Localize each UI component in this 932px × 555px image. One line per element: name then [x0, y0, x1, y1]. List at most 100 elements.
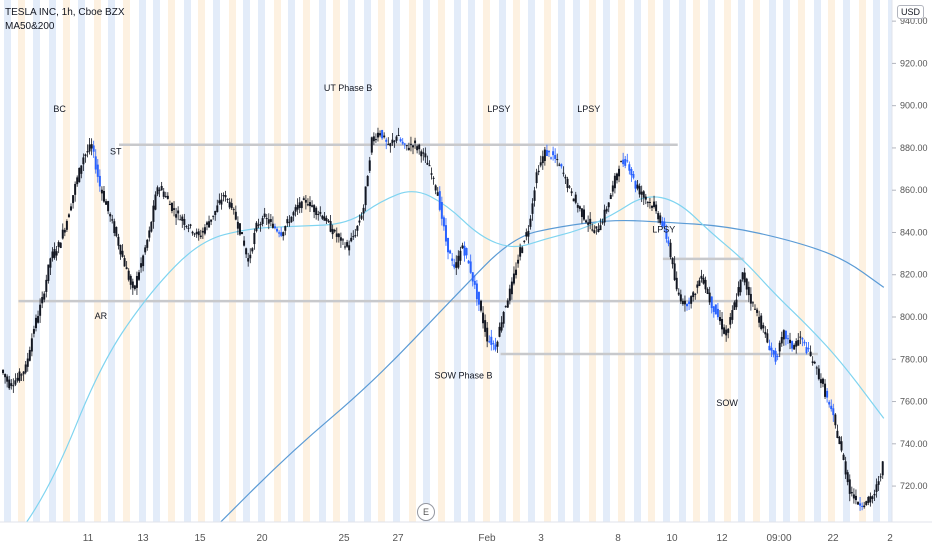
candle[interactable]: [535, 168, 538, 189]
candle[interactable]: [43, 291, 46, 303]
candle[interactable]: [486, 322, 489, 348]
candle[interactable]: [644, 193, 647, 205]
candle[interactable]: [801, 337, 804, 347]
candle[interactable]: [432, 176, 435, 185]
indicator-title[interactable]: MA50&200: [5, 21, 55, 32]
candle[interactable]: [447, 237, 450, 260]
candle[interactable]: [766, 329, 769, 344]
candle[interactable]: [609, 193, 612, 200]
candle[interactable]: [873, 489, 876, 502]
candle[interactable]: [265, 213, 268, 226]
candle[interactable]: [541, 150, 544, 170]
candle[interactable]: [824, 379, 827, 399]
candle[interactable]: [830, 399, 833, 412]
candle[interactable]: [119, 244, 122, 260]
candle[interactable]: [774, 347, 777, 365]
candle[interactable]: [399, 137, 402, 143]
candle[interactable]: [24, 360, 27, 375]
candle[interactable]: [519, 243, 522, 261]
candle[interactable]: [444, 218, 447, 246]
candle[interactable]: [430, 167, 433, 180]
candle[interactable]: [861, 502, 864, 511]
candle[interactable]: [451, 252, 454, 266]
candle[interactable]: [177, 206, 180, 221]
candle[interactable]: [809, 345, 812, 357]
candle[interactable]: [552, 146, 555, 161]
candle[interactable]: [236, 216, 239, 236]
candle[interactable]: [364, 186, 367, 212]
candle[interactable]: [88, 137, 91, 155]
candle[interactable]: [32, 325, 35, 338]
candle[interactable]: [290, 216, 293, 223]
candle[interactable]: [811, 356, 814, 366]
candle[interactable]: [90, 138, 93, 156]
candle[interactable]: [315, 206, 318, 220]
candle[interactable]: [638, 183, 641, 198]
candle[interactable]: [70, 203, 73, 212]
candle[interactable]: [55, 246, 58, 261]
candle[interactable]: [743, 267, 746, 286]
candle[interactable]: [547, 150, 550, 158]
candle[interactable]: [601, 218, 604, 225]
candle[interactable]: [640, 185, 643, 203]
candle[interactable]: [852, 488, 855, 504]
candle[interactable]: [321, 214, 324, 221]
candle[interactable]: [288, 215, 291, 227]
candle[interactable]: [815, 365, 818, 375]
candle[interactable]: [208, 215, 211, 228]
candle[interactable]: [531, 198, 534, 221]
candle[interactable]: [115, 226, 118, 238]
candle[interactable]: [173, 201, 176, 217]
candle[interactable]: [770, 342, 773, 358]
candle[interactable]: [78, 167, 81, 183]
candle[interactable]: [626, 153, 629, 163]
candle[interactable]: [205, 220, 208, 231]
candle[interactable]: [170, 202, 173, 214]
candle[interactable]: [562, 166, 565, 177]
candle[interactable]: [263, 207, 266, 219]
candle[interactable]: [129, 274, 132, 290]
candle[interactable]: [646, 200, 649, 208]
candle[interactable]: [879, 473, 882, 482]
candle[interactable]: [220, 192, 223, 210]
candle[interactable]: [366, 175, 369, 187]
ma50-line[interactable]: [2, 191, 885, 555]
candle[interactable]: [653, 195, 656, 209]
candle[interactable]: [20, 373, 23, 381]
candle[interactable]: [780, 331, 783, 347]
candle[interactable]: [545, 144, 548, 157]
candle[interactable]: [8, 375, 11, 390]
candle[interactable]: [677, 288, 680, 296]
candle[interactable]: [323, 212, 326, 221]
candle[interactable]: [576, 202, 579, 213]
candle[interactable]: [723, 324, 726, 335]
candle[interactable]: [778, 340, 781, 358]
candle[interactable]: [793, 343, 796, 350]
candle[interactable]: [603, 204, 606, 226]
candle[interactable]: [156, 185, 159, 197]
candle[interactable]: [529, 215, 532, 230]
candle[interactable]: [739, 279, 742, 296]
candle[interactable]: [379, 130, 382, 138]
candle[interactable]: [331, 224, 334, 239]
candle[interactable]: [94, 149, 97, 174]
ma200-line[interactable]: [207, 219, 885, 536]
candle[interactable]: [492, 340, 495, 351]
candle[interactable]: [210, 219, 213, 226]
candle[interactable]: [465, 247, 468, 259]
candle[interactable]: [791, 340, 794, 352]
candle[interactable]: [502, 310, 505, 328]
candle[interactable]: [105, 198, 108, 205]
candle[interactable]: [650, 205, 653, 211]
candle[interactable]: [302, 196, 305, 201]
candle[interactable]: [53, 242, 56, 260]
candle[interactable]: [729, 312, 732, 329]
candle[interactable]: [593, 225, 596, 234]
candle[interactable]: [782, 329, 785, 346]
candle[interactable]: [416, 144, 419, 154]
candle[interactable]: [525, 228, 528, 241]
candle[interactable]: [564, 174, 567, 185]
candle[interactable]: [405, 144, 408, 151]
candle[interactable]: [799, 331, 802, 345]
candle[interactable]: [162, 188, 165, 200]
